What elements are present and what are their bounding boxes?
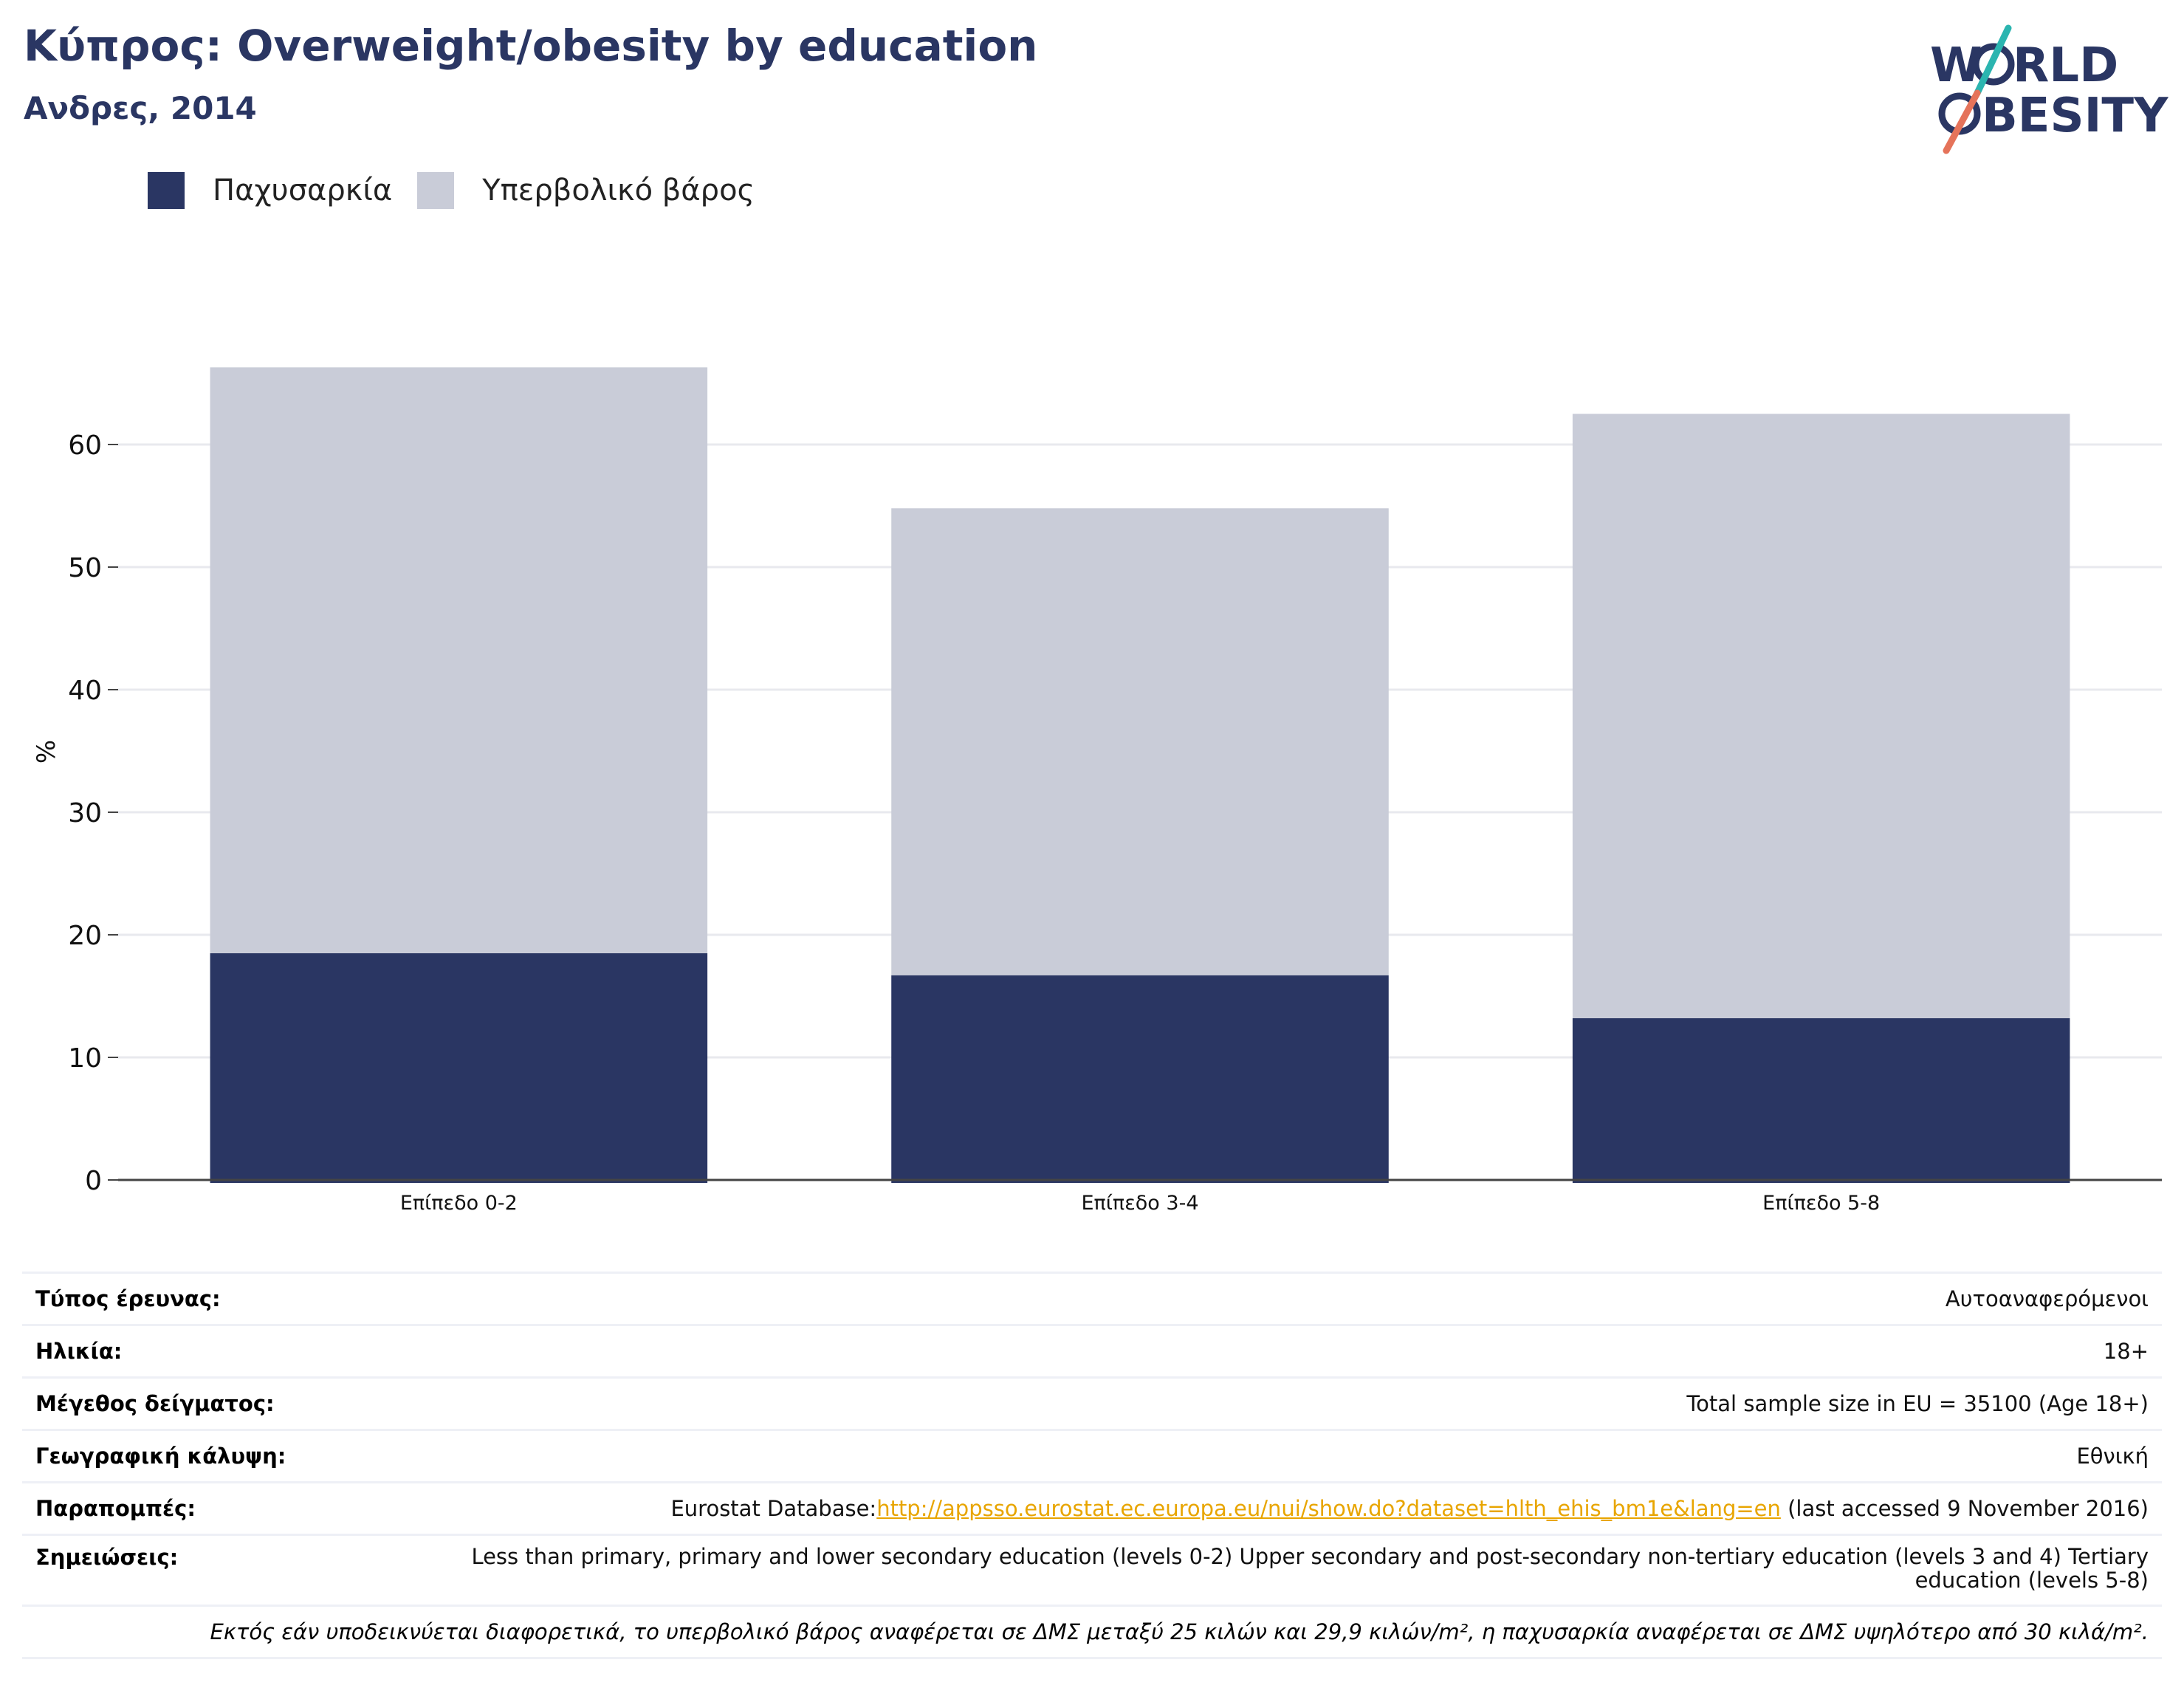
bar-overweight[interactable] xyxy=(1572,414,2070,1018)
logo-slash-teal xyxy=(1974,24,2012,97)
meta-row-survey-type: Τύπος έρευνας: Αυτοαναφερόμενοι xyxy=(22,1272,2162,1324)
references-prefix: Eurostat Database: xyxy=(670,1496,877,1521)
meta-label-survey-type: Τύπος έρευνας: xyxy=(35,1286,221,1311)
y-axis-ticks: 0 10 20 30 40 50 60 xyxy=(68,430,118,1196)
y-tick-label: 10 xyxy=(68,1043,102,1074)
references-suffix: (last accessed 9 November 2016) xyxy=(1780,1496,2149,1521)
y-tick-label: 40 xyxy=(68,676,102,706)
meta-value-references: Eurostat Database:http://appsso.eurostat… xyxy=(670,1496,2149,1521)
y-tick-label: 50 xyxy=(68,553,102,583)
footnote: Εκτός εάν υποδεικνύεται διαφορετικά, το … xyxy=(22,1605,2162,1659)
y-axis-label: % xyxy=(32,740,61,764)
x-axis-ticks: Επίπεδο 0-2 Επίπεδο 3-4 Επίπεδο 5-8 xyxy=(400,1192,1880,1215)
y-tick-label: 60 xyxy=(68,430,102,461)
logo-text-line1-right: RLD xyxy=(2013,38,2118,93)
y-tick-label: 20 xyxy=(68,921,102,951)
legend-item-obesity[interactable]: Παχυσαρκία xyxy=(148,172,392,209)
x-tick-label: Επίπεδο 3-4 xyxy=(1081,1192,1198,1215)
bar-overweight[interactable] xyxy=(210,367,708,953)
legend-label-overweight: Υπερβολικό βάρος xyxy=(482,174,755,207)
logo-text-line2-right: BESITY xyxy=(1982,89,2168,143)
meta-value-coverage: Εθνική xyxy=(2076,1444,2149,1469)
meta-row-sample-size: Μέγεθος δείγματος: Total sample size in … xyxy=(22,1376,2162,1429)
meta-value-age: 18+ xyxy=(2103,1339,2149,1364)
chart-title: Κύπρος: Overweight/obesity by education xyxy=(24,21,1038,71)
x-tick-label: Επίπεδο 0-2 xyxy=(400,1192,518,1215)
legend-swatch-obesity xyxy=(148,172,185,209)
meta-value-survey-type: Αυτοαναφερόμενοι xyxy=(1945,1286,2149,1311)
bar-obesity[interactable] xyxy=(891,975,1389,1183)
chart-subtitle: Ανδρες, 2014 xyxy=(24,90,257,126)
legend-swatch-overweight xyxy=(417,172,455,209)
y-tick-label: 30 xyxy=(68,798,102,828)
meta-row-references: Παραπομπές: Eurostat Database:http://app… xyxy=(22,1481,2162,1534)
meta-label-age: Ηλικία: xyxy=(35,1339,123,1364)
x-tick-label: Επίπεδο 5-8 xyxy=(1762,1192,1880,1215)
chart-legend: Παχυσαρκία Υπερβολικό βάρος xyxy=(148,168,780,213)
metadata-table: Τύπος έρευνας: Αυτοαναφερόμενοι Ηλικία: … xyxy=(22,1272,2162,1659)
bar-obesity[interactable] xyxy=(1572,1018,2070,1183)
legend-label-obesity: Παχυσαρκία xyxy=(213,174,393,207)
logo-o-ring-top xyxy=(1972,43,2015,86)
references-link[interactable]: http://appsso.eurostat.ec.europa.eu/nui/… xyxy=(876,1496,1781,1521)
legend-item-overweight[interactable]: Υπερβολικό βάρος xyxy=(417,172,755,209)
meta-row-coverage: Γεωγραφική κάλυψη: Εθνική xyxy=(22,1429,2162,1481)
meta-label-references: Παραπομπές: xyxy=(35,1496,196,1521)
bars xyxy=(210,367,2070,1183)
bar-obesity[interactable] xyxy=(210,953,708,1183)
meta-value-notes: Less than primary, primary and lower sec… xyxy=(471,1544,2149,1593)
world-obesity-logo: W RLD BESITY xyxy=(1930,24,2168,154)
meta-value-sample-size: Total sample size in EU = 35100 (Age 18+… xyxy=(1686,1391,2149,1416)
y-tick-label: 0 xyxy=(85,1166,102,1196)
footnote-text: Εκτός εάν υποδεικνύεται διαφορετικά, το … xyxy=(210,1619,2149,1644)
meta-row-age: Ηλικία: 18+ xyxy=(22,1324,2162,1376)
meta-label-notes: Σημειώσεις: xyxy=(35,1545,179,1570)
bar-overweight[interactable] xyxy=(891,508,1389,975)
logo-slash-coral xyxy=(1943,89,1981,154)
meta-label-sample-size: Μέγεθος δείγματος: xyxy=(35,1391,275,1416)
meta-row-notes: Σημειώσεις: Less than primary, primary a… xyxy=(22,1534,2162,1605)
meta-label-coverage: Γεωγραφική κάλυψη: xyxy=(35,1444,286,1469)
